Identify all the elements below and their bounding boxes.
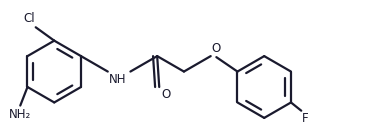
Text: O: O — [161, 88, 171, 101]
Text: NH₂: NH₂ — [9, 108, 32, 121]
Text: NH: NH — [109, 73, 126, 86]
Text: F: F — [302, 112, 309, 125]
Text: O: O — [212, 42, 221, 55]
Text: Cl: Cl — [23, 12, 34, 25]
